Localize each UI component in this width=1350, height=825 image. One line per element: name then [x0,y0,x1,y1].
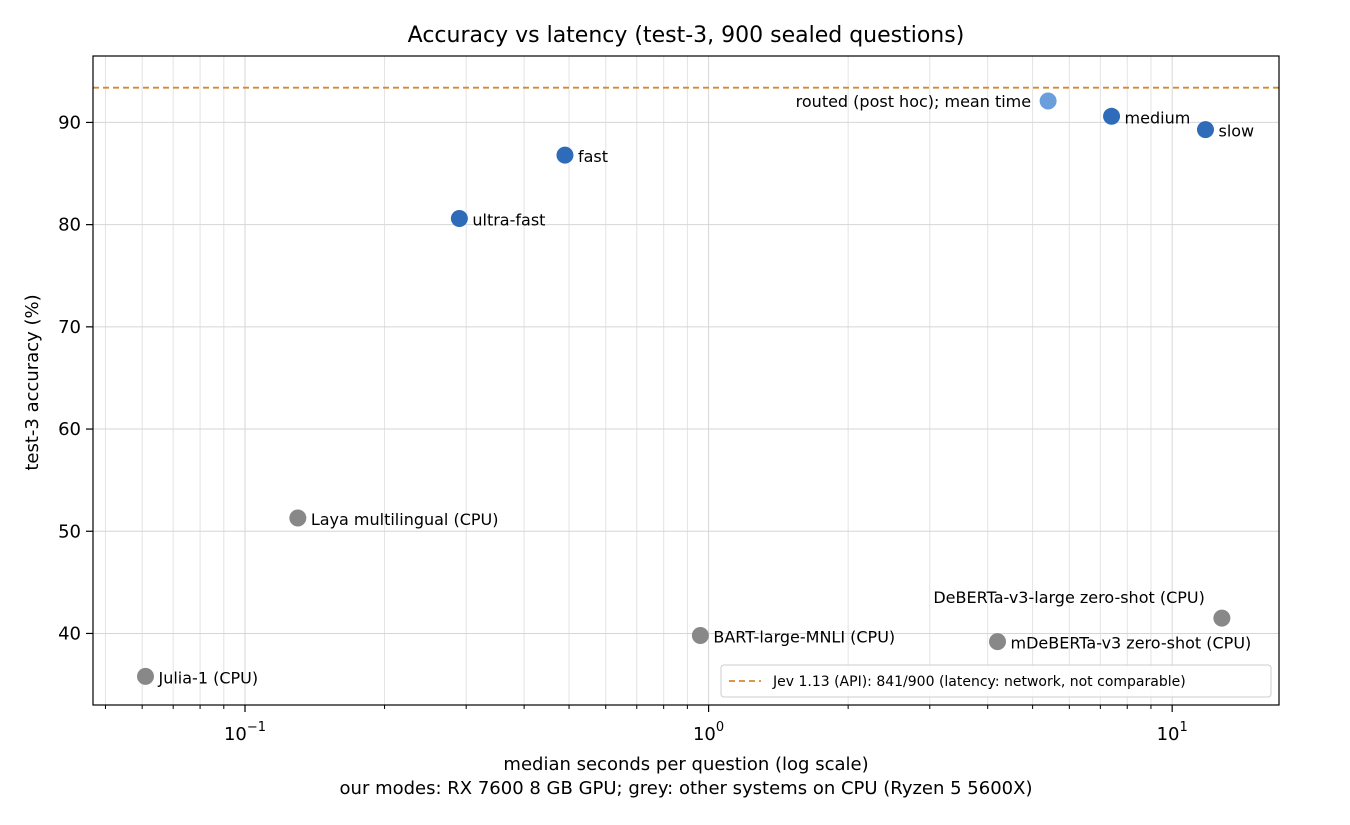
y-tick-label: 50 [58,521,81,542]
data-point [691,627,709,645]
y-tick-label: 40 [58,623,81,644]
y-tick-label: 70 [58,317,81,338]
point-label: slow [1218,122,1254,141]
axis-ticks: 10−1 100 101 40 50 60 70 80 90 [58,112,1188,745]
x-axis-subtitle: our modes: RX 7600 8 GB GPU; grey: other… [340,778,1033,799]
data-point [989,633,1007,651]
point-label: BART-large-MNLI (CPU) [713,628,895,647]
point-label: mDeBERTa-v3 zero-shot (CPU) [1011,634,1252,653]
y-tick-label: 60 [58,419,81,440]
point-label: ultra-fast [472,211,545,230]
data-point [1196,121,1214,139]
plot-frame [92,55,1280,706]
data-point [289,509,307,527]
point-label: routed (post hoc); mean time [796,92,1031,111]
data-point [136,667,154,685]
point-label: Laya multilingual (CPU) [311,510,499,529]
point-labels: ultra-fast fast medium slow routed (post hoc… [157,92,1254,687]
data-point [1213,609,1231,627]
legend: Jev 1.13 (API): 841/900 (latency: networ… [720,664,1272,698]
data-point [450,210,468,228]
data-points [136,92,1231,685]
data-point [1103,107,1121,125]
chart-title: Accuracy vs latency (test-3, 900 sealed … [408,23,965,48]
point-label: DeBERTa-v3-large zero-shot (CPU) [933,588,1205,607]
x-tick-label: 101 [1157,720,1188,745]
x-tick-label: 10−1 [224,720,266,745]
data-point [1039,92,1057,110]
y-tick-label: 80 [58,215,81,236]
legend-box [720,664,1272,698]
y-tick-label: 90 [58,112,81,133]
data-point [556,146,574,164]
x-axis-label: median seconds per question (log scale) [503,754,868,775]
grid-lines [93,56,1279,705]
point-label: Julia-1 (CPU) [157,668,258,687]
point-label: fast [578,147,608,166]
y-axis-label: test-3 accuracy (%) [22,294,43,470]
x-tick-label: 100 [693,720,724,745]
legend-entry-label: Jev 1.13 (API): 841/900 (latency: networ… [772,674,1186,690]
point-label: medium [1125,108,1191,127]
